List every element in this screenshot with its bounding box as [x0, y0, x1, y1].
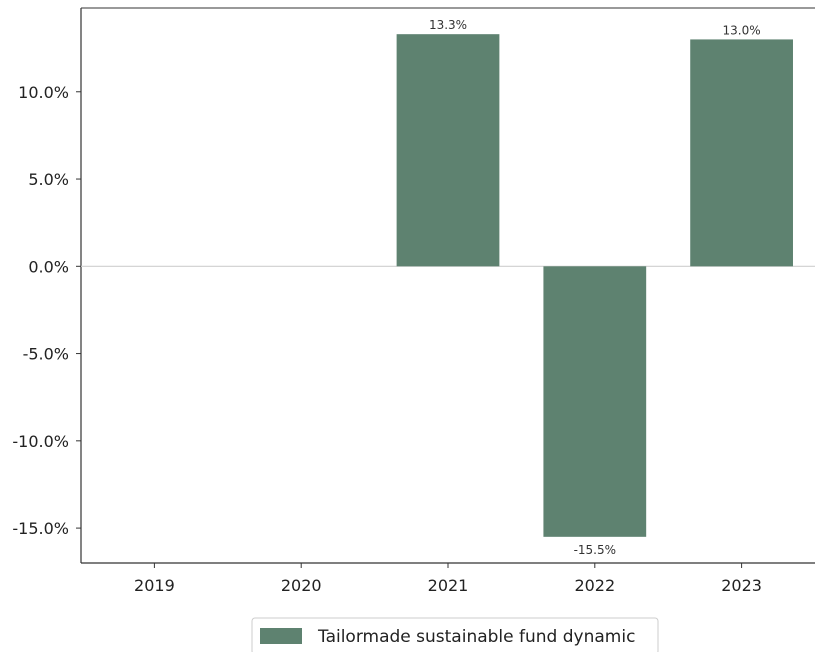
x-tick-label: 2021	[428, 576, 469, 595]
y-tick-label: 0.0%	[28, 257, 69, 276]
legend-swatch	[260, 628, 302, 644]
y-tick-label: -5.0%	[23, 345, 69, 364]
x-tick-label: 2023	[721, 576, 762, 595]
bar-2022	[543, 266, 647, 537]
x-tick-label: 2020	[281, 576, 322, 595]
data-label-2022: -15.5%	[574, 543, 616, 557]
data-label-2023: 13.0%	[723, 23, 761, 37]
bar-2021	[396, 34, 500, 267]
data-label-2021: 13.3%	[429, 18, 467, 32]
y-tick-label: -15.0%	[12, 519, 69, 538]
x-axis: 2019 2020 2021 2022 2023	[134, 563, 762, 595]
x-tick-label: 2019	[134, 576, 175, 595]
y-tick-label: 10.0%	[18, 83, 69, 102]
data-labels: 13.3% -15.5% 13.0%	[429, 18, 761, 557]
bars	[396, 34, 793, 537]
y-tick-label: 5.0%	[28, 170, 69, 189]
legend-box	[251, 617, 659, 652]
bar-2023	[690, 39, 793, 267]
y-tick-label: -10.0%	[12, 432, 69, 451]
y-axis: 10.0% 5.0% 0.0% -5.0% -10.0% -15.0%	[12, 83, 81, 538]
legend: Tailormade sustainable fund dynamic	[251, 617, 659, 652]
x-tick-label: 2022	[574, 576, 615, 595]
legend-label: Tailormade sustainable fund dynamic	[317, 627, 635, 647]
